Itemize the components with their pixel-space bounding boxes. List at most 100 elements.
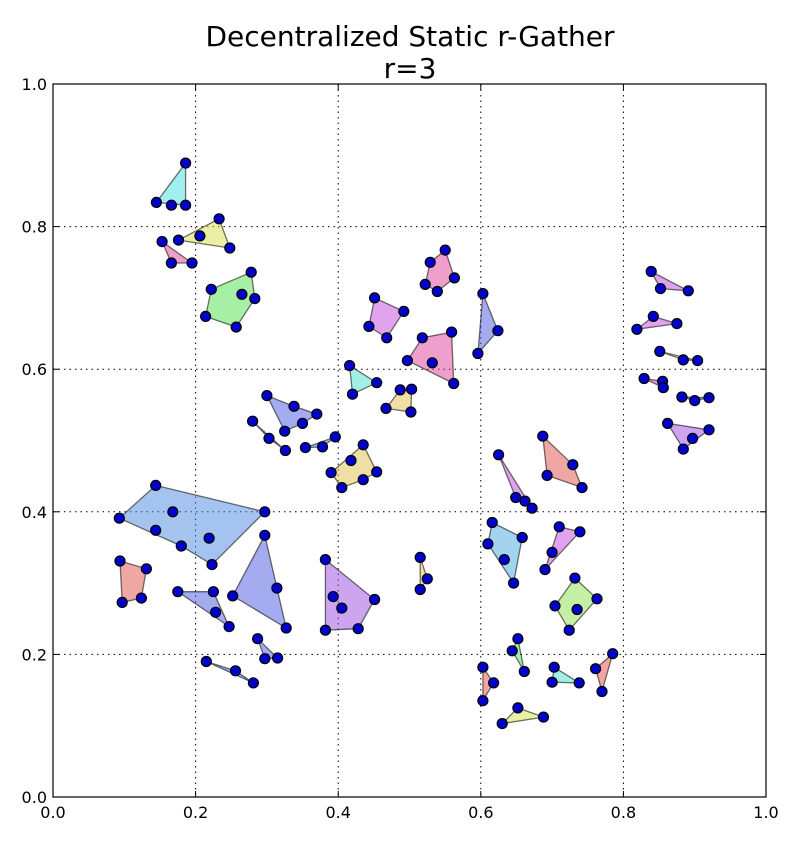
data-point xyxy=(591,593,603,605)
data-point xyxy=(114,555,126,567)
data-point xyxy=(549,600,561,612)
data-point xyxy=(279,425,291,437)
chart-subtitle: r=3 xyxy=(384,52,437,85)
data-point xyxy=(563,624,575,636)
cluster-hull xyxy=(551,666,582,684)
data-point xyxy=(589,663,602,675)
data-point xyxy=(327,590,339,603)
data-point xyxy=(537,430,549,442)
data-point xyxy=(548,661,560,673)
data-point xyxy=(165,199,177,211)
data-point xyxy=(654,283,667,295)
data-point xyxy=(346,388,359,400)
data-point xyxy=(488,677,500,689)
data-point xyxy=(596,685,608,698)
data-point xyxy=(426,357,438,369)
data-point xyxy=(336,602,348,614)
data-point xyxy=(363,320,375,332)
data-point xyxy=(344,360,356,372)
data-point xyxy=(172,234,185,246)
data-point xyxy=(571,603,583,616)
data-point xyxy=(200,310,212,322)
data-point xyxy=(150,524,162,536)
data-point xyxy=(371,377,383,389)
x-tick-label: 0.8 xyxy=(611,803,636,822)
cluster-hull xyxy=(204,271,256,328)
data-point xyxy=(259,529,271,541)
y-tick-label: 0.0 xyxy=(22,788,47,807)
data-point xyxy=(247,677,259,689)
cluster-hull xyxy=(330,443,378,489)
data-point xyxy=(607,648,619,660)
data-point xyxy=(691,355,704,367)
data-point xyxy=(172,586,184,598)
data-point xyxy=(280,622,292,634)
data-point xyxy=(541,469,553,481)
data-point xyxy=(135,592,147,604)
data-point xyxy=(553,521,565,533)
y-tick-label: 1.0 xyxy=(22,75,47,94)
data-point xyxy=(486,516,498,529)
data-point xyxy=(645,265,657,278)
y-tick-label: 0.6 xyxy=(22,360,47,379)
data-point xyxy=(414,551,426,564)
data-point xyxy=(224,242,236,254)
data-point xyxy=(431,285,443,298)
data-point xyxy=(677,354,689,366)
data-point xyxy=(546,546,558,559)
y-tick-label: 0.8 xyxy=(22,218,47,237)
data-point xyxy=(227,590,239,602)
data-point xyxy=(424,256,436,268)
data-point xyxy=(657,382,669,394)
data-point xyxy=(510,491,522,504)
data-point xyxy=(316,441,329,453)
axis-ticks: 0.0 0.2 0.4 0.6 0.8 1.0 0.0 0.2 0.4 0.6 0.8 1.0 xyxy=(22,75,779,822)
data-point xyxy=(492,325,504,337)
data-point xyxy=(638,372,650,385)
data-point xyxy=(477,695,489,707)
data-point xyxy=(498,553,510,566)
data-point xyxy=(371,466,383,478)
cluster-hull xyxy=(160,239,195,264)
cluster-hull xyxy=(477,293,499,356)
data-point xyxy=(493,449,505,461)
x-tick-label: 0.4 xyxy=(325,803,350,822)
cluster-hull xyxy=(487,521,523,585)
data-point xyxy=(496,717,508,730)
data-point xyxy=(516,531,528,544)
data-point xyxy=(676,391,688,403)
data-point xyxy=(150,196,162,208)
data-point xyxy=(206,558,218,571)
data-point xyxy=(247,415,259,427)
data-point xyxy=(167,506,179,518)
data-point xyxy=(357,474,369,486)
data-point xyxy=(352,623,364,635)
data-point xyxy=(703,392,715,404)
data-point xyxy=(477,661,489,673)
cluster-hull xyxy=(155,161,187,206)
data-point xyxy=(380,402,392,414)
data-point xyxy=(703,424,715,436)
data-point xyxy=(205,283,217,295)
data-point xyxy=(398,305,410,317)
data-point xyxy=(203,532,215,544)
data-point xyxy=(686,432,699,444)
data-point xyxy=(230,321,242,333)
data-point xyxy=(319,553,331,566)
data-point xyxy=(507,577,520,589)
data-point xyxy=(329,431,341,443)
data-point xyxy=(654,345,666,357)
x-tick-label: 0.2 xyxy=(183,803,208,822)
data-points xyxy=(113,157,715,730)
data-point xyxy=(448,377,460,390)
data-point xyxy=(288,400,300,412)
data-point xyxy=(448,272,460,284)
cluster-hull xyxy=(368,296,405,339)
cluster-hull xyxy=(231,533,288,630)
cluster-hull xyxy=(659,350,698,362)
data-point xyxy=(299,442,311,454)
data-point xyxy=(325,467,337,479)
data-point xyxy=(249,293,261,305)
data-point xyxy=(194,230,206,242)
